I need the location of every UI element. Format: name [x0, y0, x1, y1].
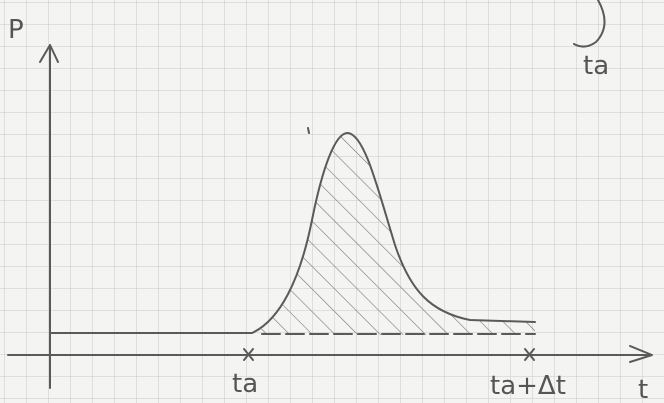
- tick-label: ta+Δt: [490, 371, 566, 401]
- mark-ta-dt: [524, 348, 535, 361]
- mark-ta: [243, 348, 254, 361]
- tick-label: ta: [232, 369, 258, 399]
- corner-label: ta: [583, 51, 609, 81]
- hatched-area: [255, 132, 535, 335]
- dot: [307, 127, 310, 134]
- y-axis: [39, 44, 59, 389]
- bracket: [573, 0, 606, 48]
- x-axis: [7, 345, 653, 363]
- y-axis-label: P: [8, 15, 24, 45]
- power-curve: [251, 131, 536, 334]
- x-axis-label: t: [638, 375, 648, 403]
